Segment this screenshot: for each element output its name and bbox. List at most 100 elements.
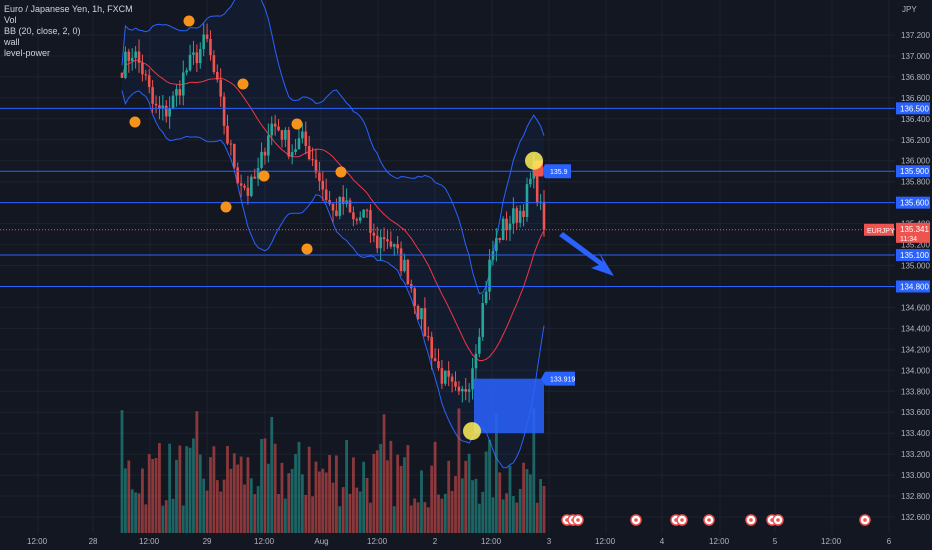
volume-bar — [450, 490, 454, 533]
volume-bar — [154, 458, 158, 533]
time-tick-label: 3 — [547, 537, 552, 546]
candle — [314, 159, 318, 173]
candle — [413, 288, 416, 306]
volume-bar — [280, 462, 284, 533]
volume-bar — [539, 479, 542, 533]
candle — [154, 103, 158, 106]
volume-bar — [420, 470, 423, 533]
symbol-label: EURJPY — [867, 228, 895, 235]
candle — [515, 208, 519, 223]
price-tick-label: 132.800 — [901, 492, 930, 501]
level-price-label: 136.500 — [900, 104, 929, 113]
candle — [250, 176, 253, 196]
event-icon[interactable] — [630, 514, 642, 526]
volume-bar — [389, 440, 393, 533]
zone-price-label: 133.919 — [550, 377, 575, 384]
volume-bar — [260, 439, 263, 533]
volume-bar — [535, 502, 539, 533]
candle — [478, 336, 481, 354]
demand-zone — [474, 378, 544, 434]
volume-bar — [464, 460, 468, 533]
volume-bar — [120, 410, 124, 533]
candle — [141, 62, 144, 75]
candle — [198, 49, 202, 64]
volume-bar — [287, 473, 291, 533]
candle — [267, 135, 270, 156]
volume-bar — [304, 494, 308, 533]
volume-bar — [324, 472, 328, 533]
swing-marker — [129, 116, 141, 128]
legend-indicator-bb: BB (20, close, 2, 0) — [4, 26, 81, 36]
event-icon[interactable] — [703, 514, 715, 526]
volume-bar — [151, 458, 155, 533]
time-tick-label: 4 — [660, 537, 665, 546]
candle — [324, 189, 328, 201]
volume-bar — [369, 502, 372, 533]
volume-bar — [168, 443, 172, 533]
swing-marker — [220, 201, 232, 213]
legend-indicator-wall: wall — [4, 37, 20, 47]
candle — [178, 89, 182, 96]
price-axis-background — [895, 0, 932, 550]
candle — [260, 151, 263, 168]
time-tick-label: 28 — [89, 537, 98, 546]
candle — [161, 105, 165, 109]
volume-bar — [498, 472, 502, 533]
time-tick-label: 2 — [433, 537, 438, 546]
level-price-label: 135.100 — [900, 251, 929, 260]
volume-bar — [341, 487, 345, 533]
price-tick-label: 133.400 — [901, 429, 930, 438]
volume-bar — [345, 440, 349, 533]
volume-bar — [195, 411, 199, 533]
volume-bar — [396, 454, 400, 533]
volume-bar — [273, 443, 277, 533]
level-price-label: 134.800 — [900, 282, 929, 291]
event-icon[interactable] — [745, 514, 757, 526]
time-tick-label: 12:00 — [367, 537, 388, 546]
candle — [253, 176, 257, 179]
time-tick-label: 12:00 — [595, 537, 616, 546]
candle — [181, 72, 185, 96]
event-icon[interactable] — [772, 514, 784, 526]
candle — [147, 75, 151, 88]
candle — [341, 196, 345, 204]
time-tick-label: 12:00 — [139, 537, 160, 546]
candle — [403, 259, 406, 272]
volume-bar — [355, 487, 359, 533]
candle — [386, 239, 389, 242]
volume-bar — [198, 454, 202, 533]
bollinger-basis-line — [121, 59, 545, 362]
event-icon[interactable] — [859, 514, 871, 526]
volume-bar — [232, 453, 236, 533]
price-tick-label: 136.400 — [901, 115, 930, 124]
price-tick-label: 134.200 — [901, 345, 930, 354]
symbol-tag — [864, 223, 894, 236]
chart-legend: Euro / Japanese Yen, 1h, FXCM Vol BB (20… — [4, 4, 133, 59]
volume-bar — [164, 500, 168, 533]
volume-bar — [212, 446, 216, 533]
event-icon[interactable] — [676, 514, 688, 526]
candle — [222, 96, 226, 126]
candle — [471, 368, 474, 390]
swing-marker — [183, 15, 195, 27]
volume-bar — [317, 471, 321, 533]
swing-marker — [258, 170, 270, 182]
candle — [447, 370, 451, 377]
volume-bar — [454, 476, 457, 533]
candle — [158, 105, 161, 109]
legend-title: Euro / Japanese Yen, 1h, FXCM — [4, 4, 133, 14]
candle — [508, 223, 512, 231]
candle — [501, 218, 505, 240]
price-tick-label: 135.200 — [901, 241, 930, 250]
event-icon[interactable] — [572, 514, 584, 526]
volume-bar — [423, 502, 427, 533]
candle — [495, 238, 498, 252]
volume-bar — [134, 492, 138, 533]
volume-bar — [392, 506, 396, 533]
price-axis: JPY 137.200 137.000 136.800 136.600 136.400 13… — [895, 0, 932, 550]
volume-bar — [130, 489, 134, 533]
candle — [372, 232, 376, 236]
price-tick-label: 136.600 — [901, 94, 930, 103]
volume-bar — [505, 493, 508, 533]
